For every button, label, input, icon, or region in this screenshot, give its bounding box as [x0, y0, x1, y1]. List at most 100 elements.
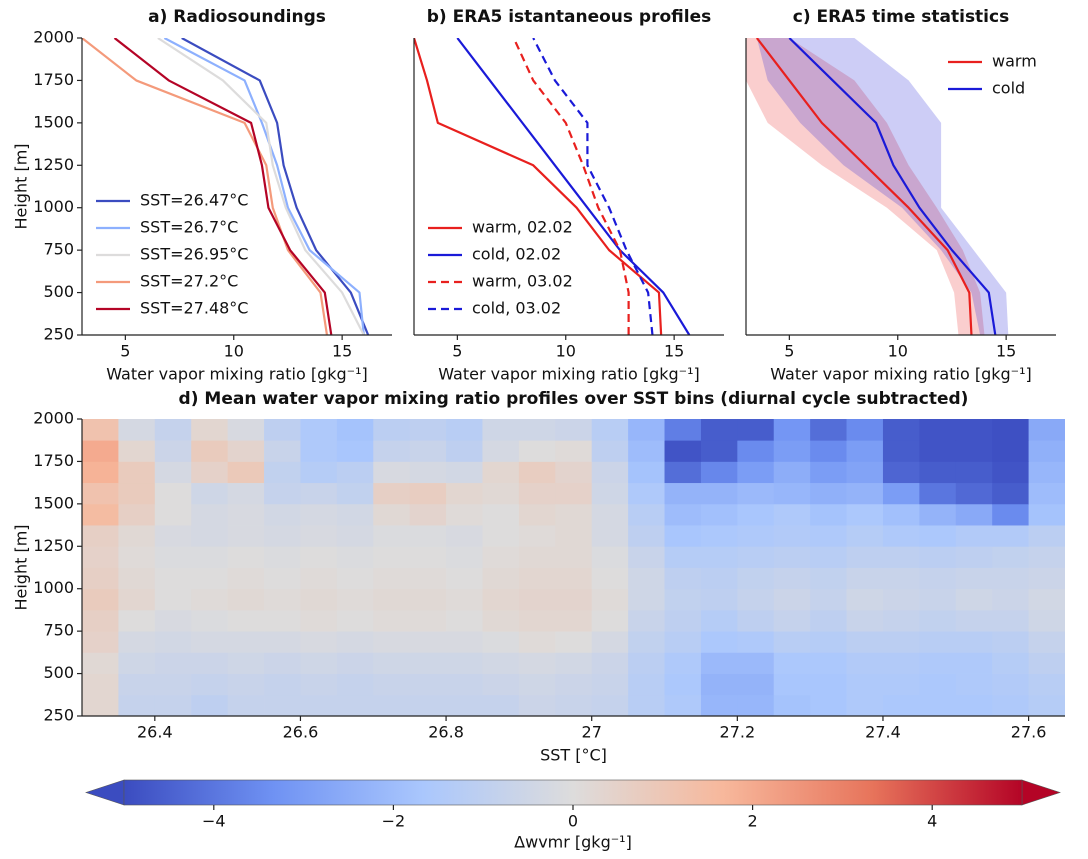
- heatmap-cell: [336, 503, 374, 526]
- legend-label: SST=26.47°C: [140, 191, 248, 210]
- heatmap-cell: [591, 440, 629, 462]
- heatmap-cell: [154, 567, 192, 590]
- heatmap-cell: [992, 588, 1029, 611]
- x-axis-label: SST [°C]: [540, 746, 607, 765]
- heatmap-cell: [591, 503, 629, 526]
- heatmap-cell: [955, 673, 993, 696]
- heatmap-cell: [773, 503, 811, 526]
- heatmap-cell: [300, 652, 338, 674]
- heatmap-cell: [919, 588, 957, 611]
- heatmap-cell: [518, 482, 556, 505]
- x-tick-label: 27.6: [1011, 723, 1047, 742]
- x-tick-label: 15: [332, 342, 352, 361]
- heatmap-cell: [955, 609, 993, 632]
- heatmap-cell: [737, 461, 775, 484]
- heatmap-cell: [154, 419, 192, 441]
- heatmap-cell: [919, 525, 957, 547]
- heatmap-cell: [810, 525, 847, 547]
- heatmap-cell: [373, 546, 411, 568]
- heatmap-cell: [518, 694, 556, 716]
- heatmap-cell: [555, 673, 593, 696]
- heatmap-cell: [446, 567, 483, 590]
- heatmap-cell: [300, 609, 338, 632]
- heatmap-cell: [700, 631, 738, 653]
- y-tick-label: 2000: [33, 28, 74, 47]
- heatmap-cell: [300, 694, 338, 716]
- heatmap-cell: [1028, 503, 1065, 526]
- heatmap-cell: [191, 609, 229, 632]
- heatmap-cell: [336, 609, 374, 632]
- heatmap-cell: [555, 461, 593, 484]
- heatmap-cell: [373, 694, 411, 716]
- x-tick-label: 5: [452, 342, 462, 361]
- heatmap-cell: [482, 588, 520, 611]
- heatmap-cell: [482, 567, 520, 590]
- profile-line: [113, 38, 333, 335]
- heatmap-cell: [737, 567, 775, 590]
- heatmap-cell: [82, 609, 119, 632]
- heatmap-cell: [446, 673, 483, 696]
- heatmap-cell: [409, 631, 447, 653]
- heatmap-cell: [446, 461, 483, 484]
- heatmap-cell: [664, 694, 702, 716]
- heatmap-cell: [591, 461, 629, 484]
- heatmap-cell: [955, 482, 993, 505]
- heatmap-cell: [227, 546, 265, 568]
- heatmap-cell: [773, 461, 811, 484]
- heatmap-cell: [518, 652, 556, 674]
- heatmap-cell: [227, 694, 265, 716]
- x-tick-label: 10: [224, 342, 244, 361]
- heatmap-cell: [373, 503, 411, 526]
- heatmap-cell: [992, 694, 1029, 716]
- heatmap-cell: [628, 694, 665, 716]
- heatmap-cell: [118, 652, 156, 674]
- heatmap-cell: [227, 673, 265, 696]
- heatmap-cell: [591, 419, 629, 441]
- heatmap-cell: [482, 503, 520, 526]
- heatmap-cell: [118, 631, 156, 653]
- heatmap-cell: [227, 461, 265, 484]
- heatmap-cell: [810, 588, 847, 611]
- heatmap-cell: [409, 652, 447, 674]
- heatmap-cell: [628, 567, 665, 590]
- heatmap-cell: [482, 694, 520, 716]
- heatmap-cell: [227, 588, 265, 611]
- heatmap-cell: [555, 525, 593, 547]
- heatmap-cell: [700, 588, 738, 611]
- heatmap-cell: [264, 567, 301, 590]
- heatmap-cell: [373, 609, 411, 632]
- heatmap-cell: [409, 482, 447, 505]
- heatmap-cell: [664, 440, 702, 462]
- heatmap-cell: [82, 503, 119, 526]
- heatmap-cell: [664, 503, 702, 526]
- heatmap-cell: [336, 461, 374, 484]
- heatmap-cell: [409, 694, 447, 716]
- heatmap-cell: [154, 694, 192, 716]
- heatmap-cell: [1028, 673, 1065, 696]
- heatmap-cell: [773, 673, 811, 696]
- heatmap-cell: [555, 652, 593, 674]
- heatmap-cell: [810, 567, 847, 590]
- heatmap-cell: [773, 652, 811, 674]
- heatmap-cell: [919, 673, 957, 696]
- heatmap-cell: [518, 588, 556, 611]
- heatmap-cell: [446, 482, 483, 505]
- heatmap-cell: [300, 631, 338, 653]
- heatmap-cell: [773, 609, 811, 632]
- x-tick-label: 5: [120, 342, 130, 361]
- y-tick-label: 1500: [33, 112, 74, 131]
- y-tick-label: 250: [43, 706, 74, 725]
- heatmap-cell: [118, 694, 156, 716]
- heatmap-cell: [773, 567, 811, 590]
- heatmap-cell: [810, 631, 847, 653]
- heatmap-cell: [82, 567, 119, 590]
- heatmap-cell: [664, 461, 702, 484]
- y-tick-label: 1750: [33, 70, 74, 89]
- heatmap-cell: [591, 609, 629, 632]
- heatmap-cell: [300, 567, 338, 590]
- heatmap-cell: [882, 588, 920, 611]
- heatmap-cell: [300, 461, 338, 484]
- heatmap-cell: [373, 525, 411, 547]
- heatmap-cell: [154, 503, 192, 526]
- heatmap-cell: [1028, 482, 1065, 505]
